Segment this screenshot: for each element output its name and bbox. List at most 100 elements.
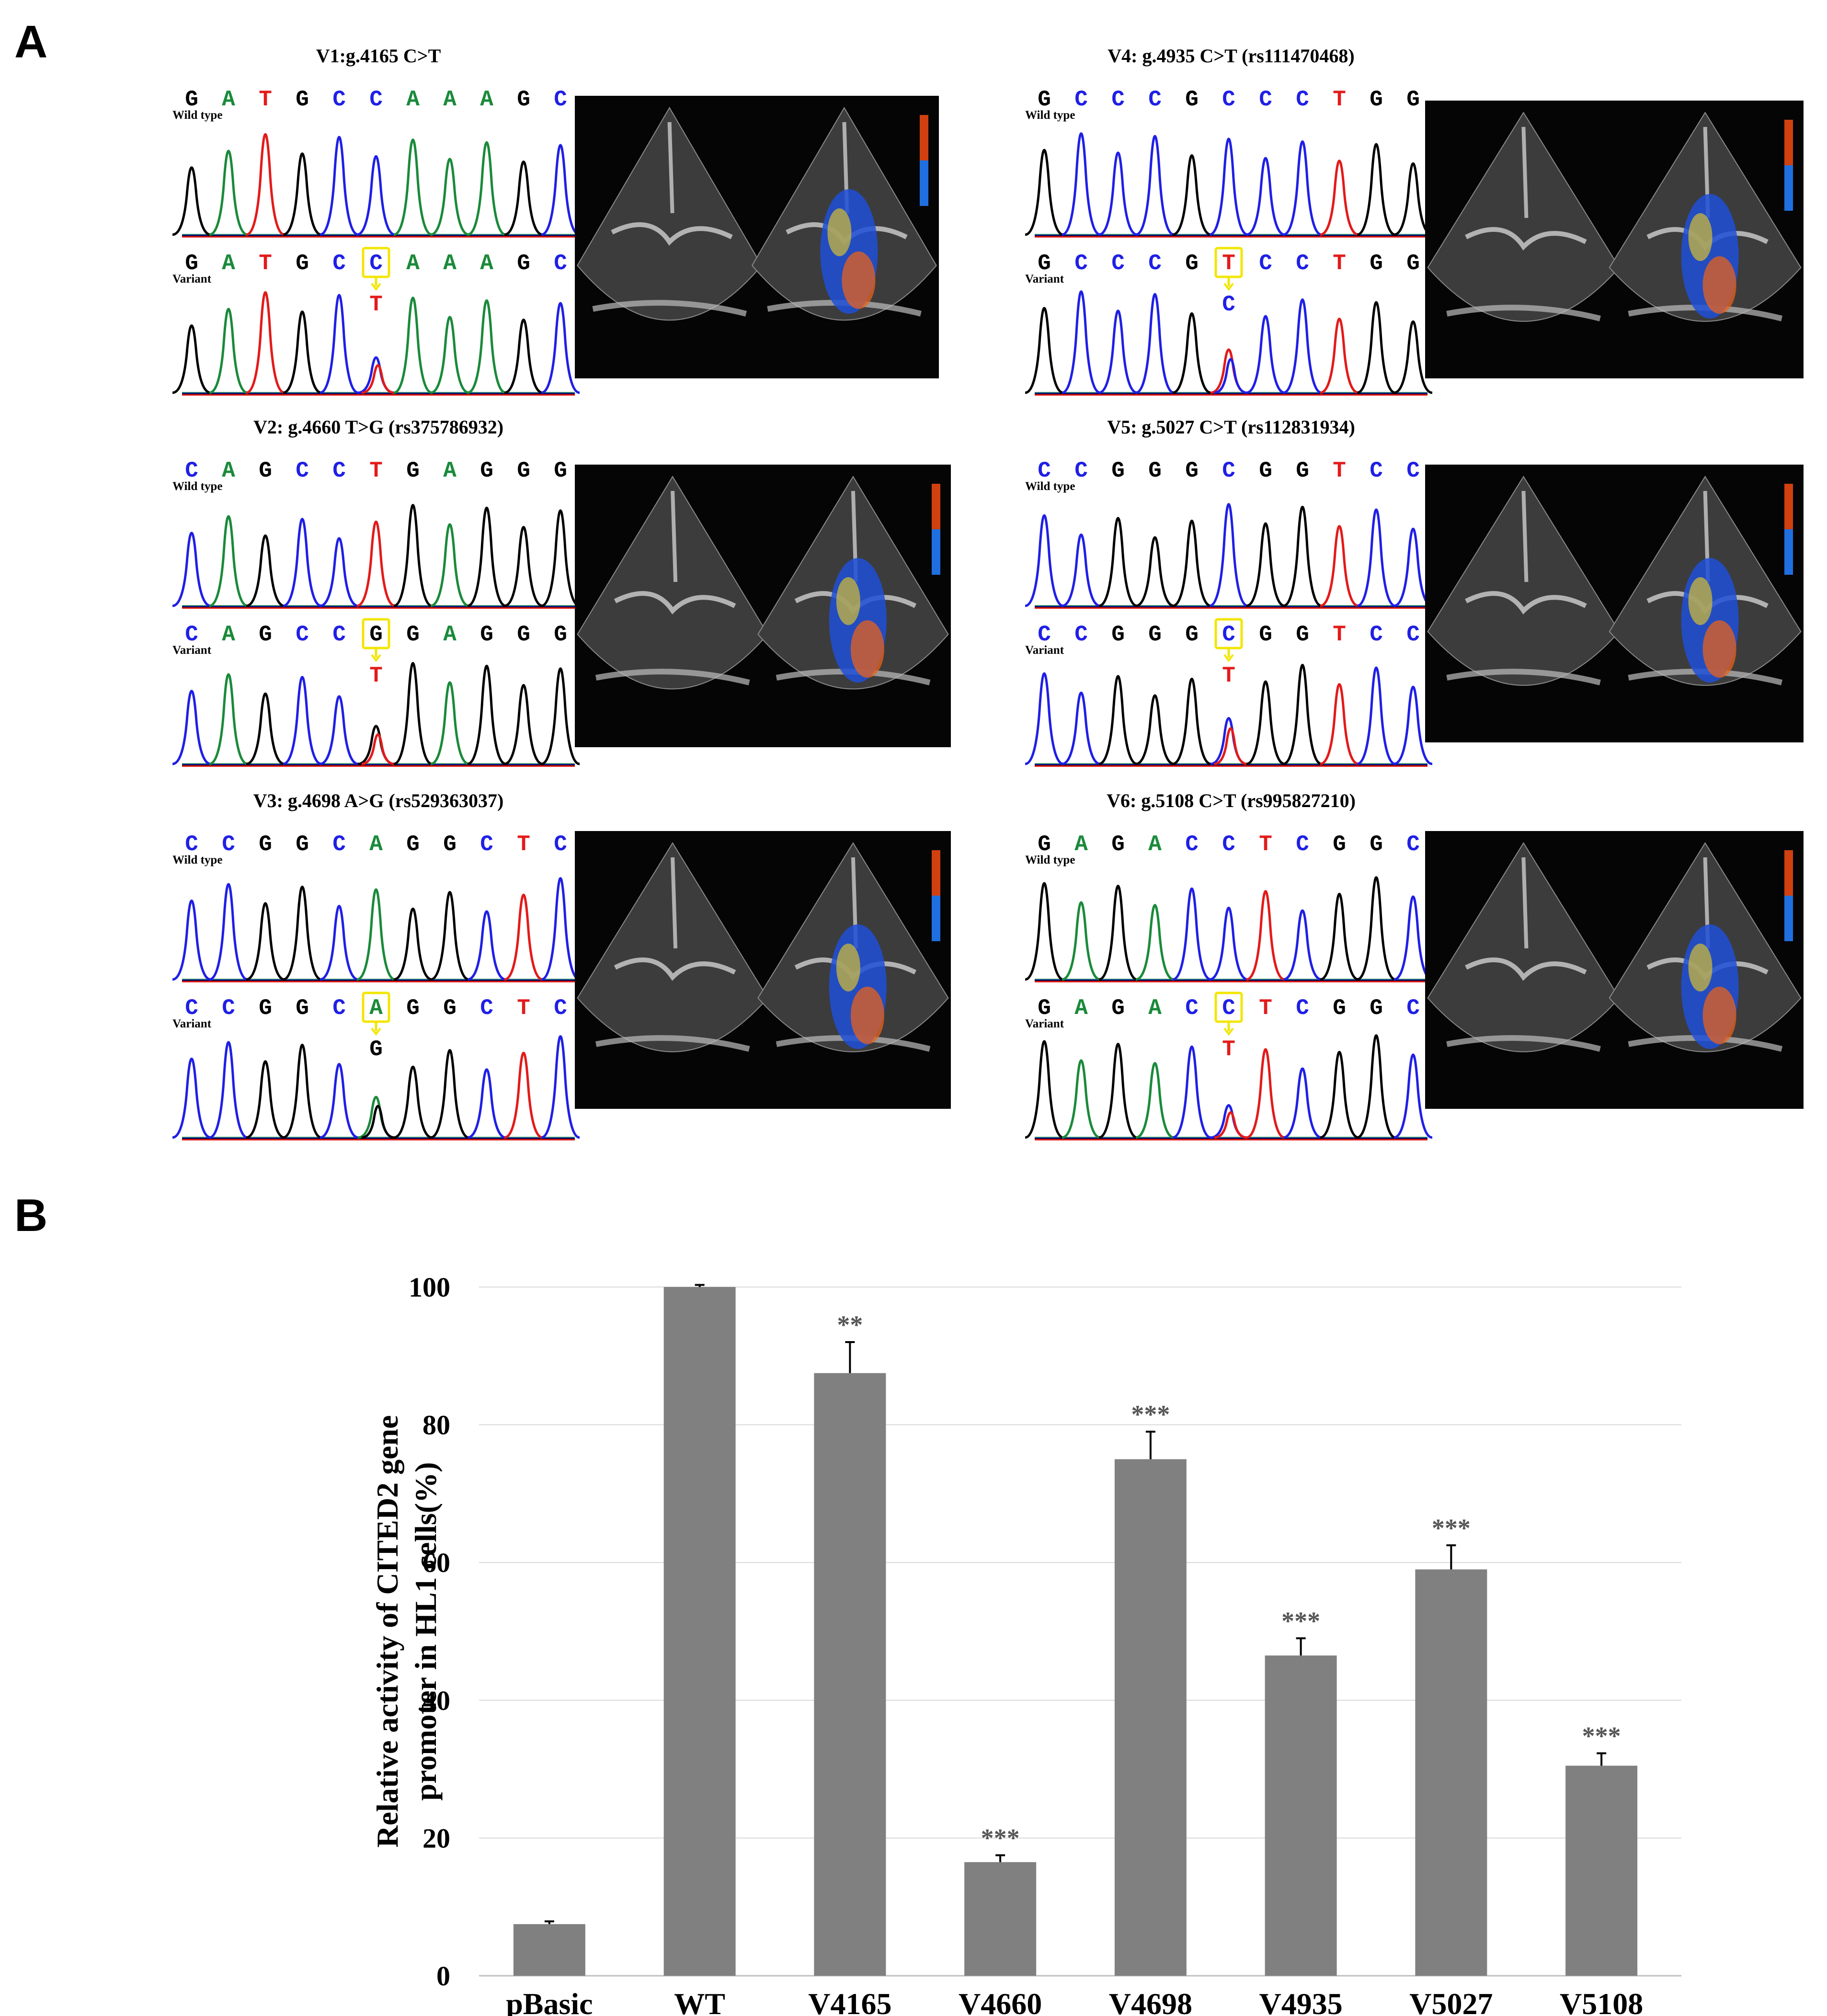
- chromatogram-peak: [467, 141, 506, 236]
- base-letter: C: [222, 832, 235, 857]
- chromatogram-peak: [1283, 140, 1322, 236]
- base-letter: G: [1185, 87, 1199, 112]
- base-letter: C: [554, 996, 567, 1021]
- chromatogram-peak: [1172, 678, 1211, 765]
- alt-base: T: [1222, 1037, 1235, 1062]
- chromatogram-peak: [1357, 143, 1396, 236]
- chromatogram-peak: [393, 1065, 433, 1139]
- base-letter: C: [1406, 832, 1420, 857]
- variant-block: V4: g.4935 C>T (rs111470468)G C C C G C C C T G GW…: [1025, 45, 1804, 396]
- base-letter: C: [1111, 87, 1125, 112]
- chromatogram-peak: [283, 310, 322, 394]
- x-tick-label: V5108: [1560, 1987, 1643, 2016]
- base-letter: C: [1259, 87, 1272, 112]
- chromatogram-peak: [1098, 675, 1138, 765]
- base-letter: G: [443, 996, 457, 1021]
- chromatogram-peak: [504, 160, 543, 236]
- base-letter: C: [185, 622, 198, 647]
- x-tick-label: V5027: [1409, 1987, 1493, 2016]
- chromatogram-peak: [1210, 717, 1247, 765]
- echocardiogram-image: [1425, 465, 1804, 742]
- chromatogram-peak: [504, 525, 543, 607]
- base-letter: G: [185, 251, 198, 276]
- chromatogram-peak: [1135, 135, 1175, 236]
- chromatogram-peak: [1135, 694, 1175, 765]
- chromatogram-peak: [356, 888, 396, 981]
- bar-v4698: [1114, 1459, 1187, 1976]
- chromatogram-peak: [172, 324, 211, 394]
- chromatogram-peak: [320, 294, 359, 394]
- chromatogram-peak: [283, 1044, 322, 1139]
- base-letter: G: [1259, 622, 1272, 647]
- base-letter: G: [1111, 458, 1125, 483]
- chromatogram-peak: [1098, 1043, 1138, 1139]
- chromatogram-peak: [361, 1105, 395, 1139]
- chromatogram-peak: [1214, 1111, 1247, 1139]
- chromatogram-peak: [541, 1035, 580, 1139]
- chromatogram-peak: [1246, 890, 1285, 981]
- base-letter: C: [1185, 832, 1199, 857]
- chromatogram-peak: [1283, 505, 1322, 607]
- variant-title: V3: g.4698 A>G (rs529363037): [253, 790, 504, 811]
- arrow-head-icon: [1223, 1027, 1234, 1036]
- chromatogram-peak: [356, 521, 396, 607]
- alt-base: C: [1222, 292, 1235, 317]
- arrow-head-icon: [371, 283, 381, 291]
- base-letter: C: [332, 87, 346, 112]
- chromatogram-peak: [283, 886, 322, 981]
- significance-label: **: [837, 1310, 863, 1339]
- variant-block: V5: g.5027 C>T (rs112831934)C C G G G C G G T C CW…: [1025, 416, 1804, 767]
- chromatogram-peak: [504, 1052, 543, 1139]
- base-letter: C: [185, 832, 198, 857]
- base-letter: G: [296, 996, 309, 1021]
- chromatogram-peak: [1246, 157, 1285, 236]
- base-letter: A: [1074, 832, 1088, 857]
- base-letter: G: [554, 458, 567, 483]
- chromatogram-peak: [172, 532, 211, 607]
- variant-title: V6: g.5108 C>T (rs995827210): [1107, 790, 1356, 811]
- chromatogram-peak: [1210, 1104, 1247, 1139]
- chromatogram-peak: [1062, 132, 1101, 236]
- base-letter: G: [1111, 832, 1125, 857]
- wild-type-label: Wild type: [1025, 480, 1075, 493]
- echocardiogram-image: [575, 465, 951, 747]
- chromatogram-peak: [1062, 290, 1101, 394]
- base-letter: G: [1185, 251, 1199, 276]
- chromatogram-peak: [1098, 151, 1138, 236]
- bar-v5108: [1565, 1765, 1638, 1976]
- significance-label: ***: [981, 1823, 1020, 1852]
- base-letter: C: [185, 996, 198, 1021]
- chromatogram-peak: [357, 356, 395, 394]
- base-letter: G: [480, 622, 493, 647]
- base-letter: G: [296, 251, 309, 276]
- variant-block: V6: g.5108 C>T (rs995827210)G A G A C C T C G G CW…: [1025, 790, 1804, 1140]
- base-letter: A: [406, 251, 420, 276]
- chromatogram-peak: [1283, 1067, 1322, 1139]
- bar-wt: [663, 1287, 736, 1976]
- base-letter: G: [296, 832, 309, 857]
- chromatogram-peak: [1320, 1051, 1359, 1139]
- chromatogram-peak: [357, 725, 395, 765]
- alt-base: T: [1222, 663, 1235, 688]
- chromatogram-peak: [1283, 909, 1322, 981]
- panel-a-label: A: [14, 16, 47, 68]
- ultrasound-sector: [577, 107, 763, 321]
- chromatogram-peak: [541, 144, 580, 236]
- echocardiogram-image: [575, 96, 939, 378]
- chromatogram-peak: [541, 877, 580, 981]
- chromatogram-peak: [393, 138, 433, 236]
- chromatogram-peak: [357, 1096, 395, 1139]
- bar-v5027: [1415, 1569, 1487, 1976]
- y-tick-label: 20: [422, 1822, 450, 1854]
- y-axis-label-line2: promoter in HL1 cells(%): [409, 1462, 443, 1801]
- variant-label: Variant: [1025, 644, 1064, 657]
- base-letter: T: [369, 458, 383, 483]
- base-letter: C: [1038, 622, 1051, 647]
- base-letter: C: [1222, 996, 1235, 1021]
- y-tick-label: 40: [422, 1685, 450, 1716]
- base-letter: G: [1406, 87, 1420, 112]
- chromatogram-peak: [1209, 137, 1248, 236]
- chromatogram-peak: [1283, 663, 1322, 765]
- chromatogram-peak: [1393, 162, 1433, 236]
- chromatogram-peak: [1209, 503, 1248, 607]
